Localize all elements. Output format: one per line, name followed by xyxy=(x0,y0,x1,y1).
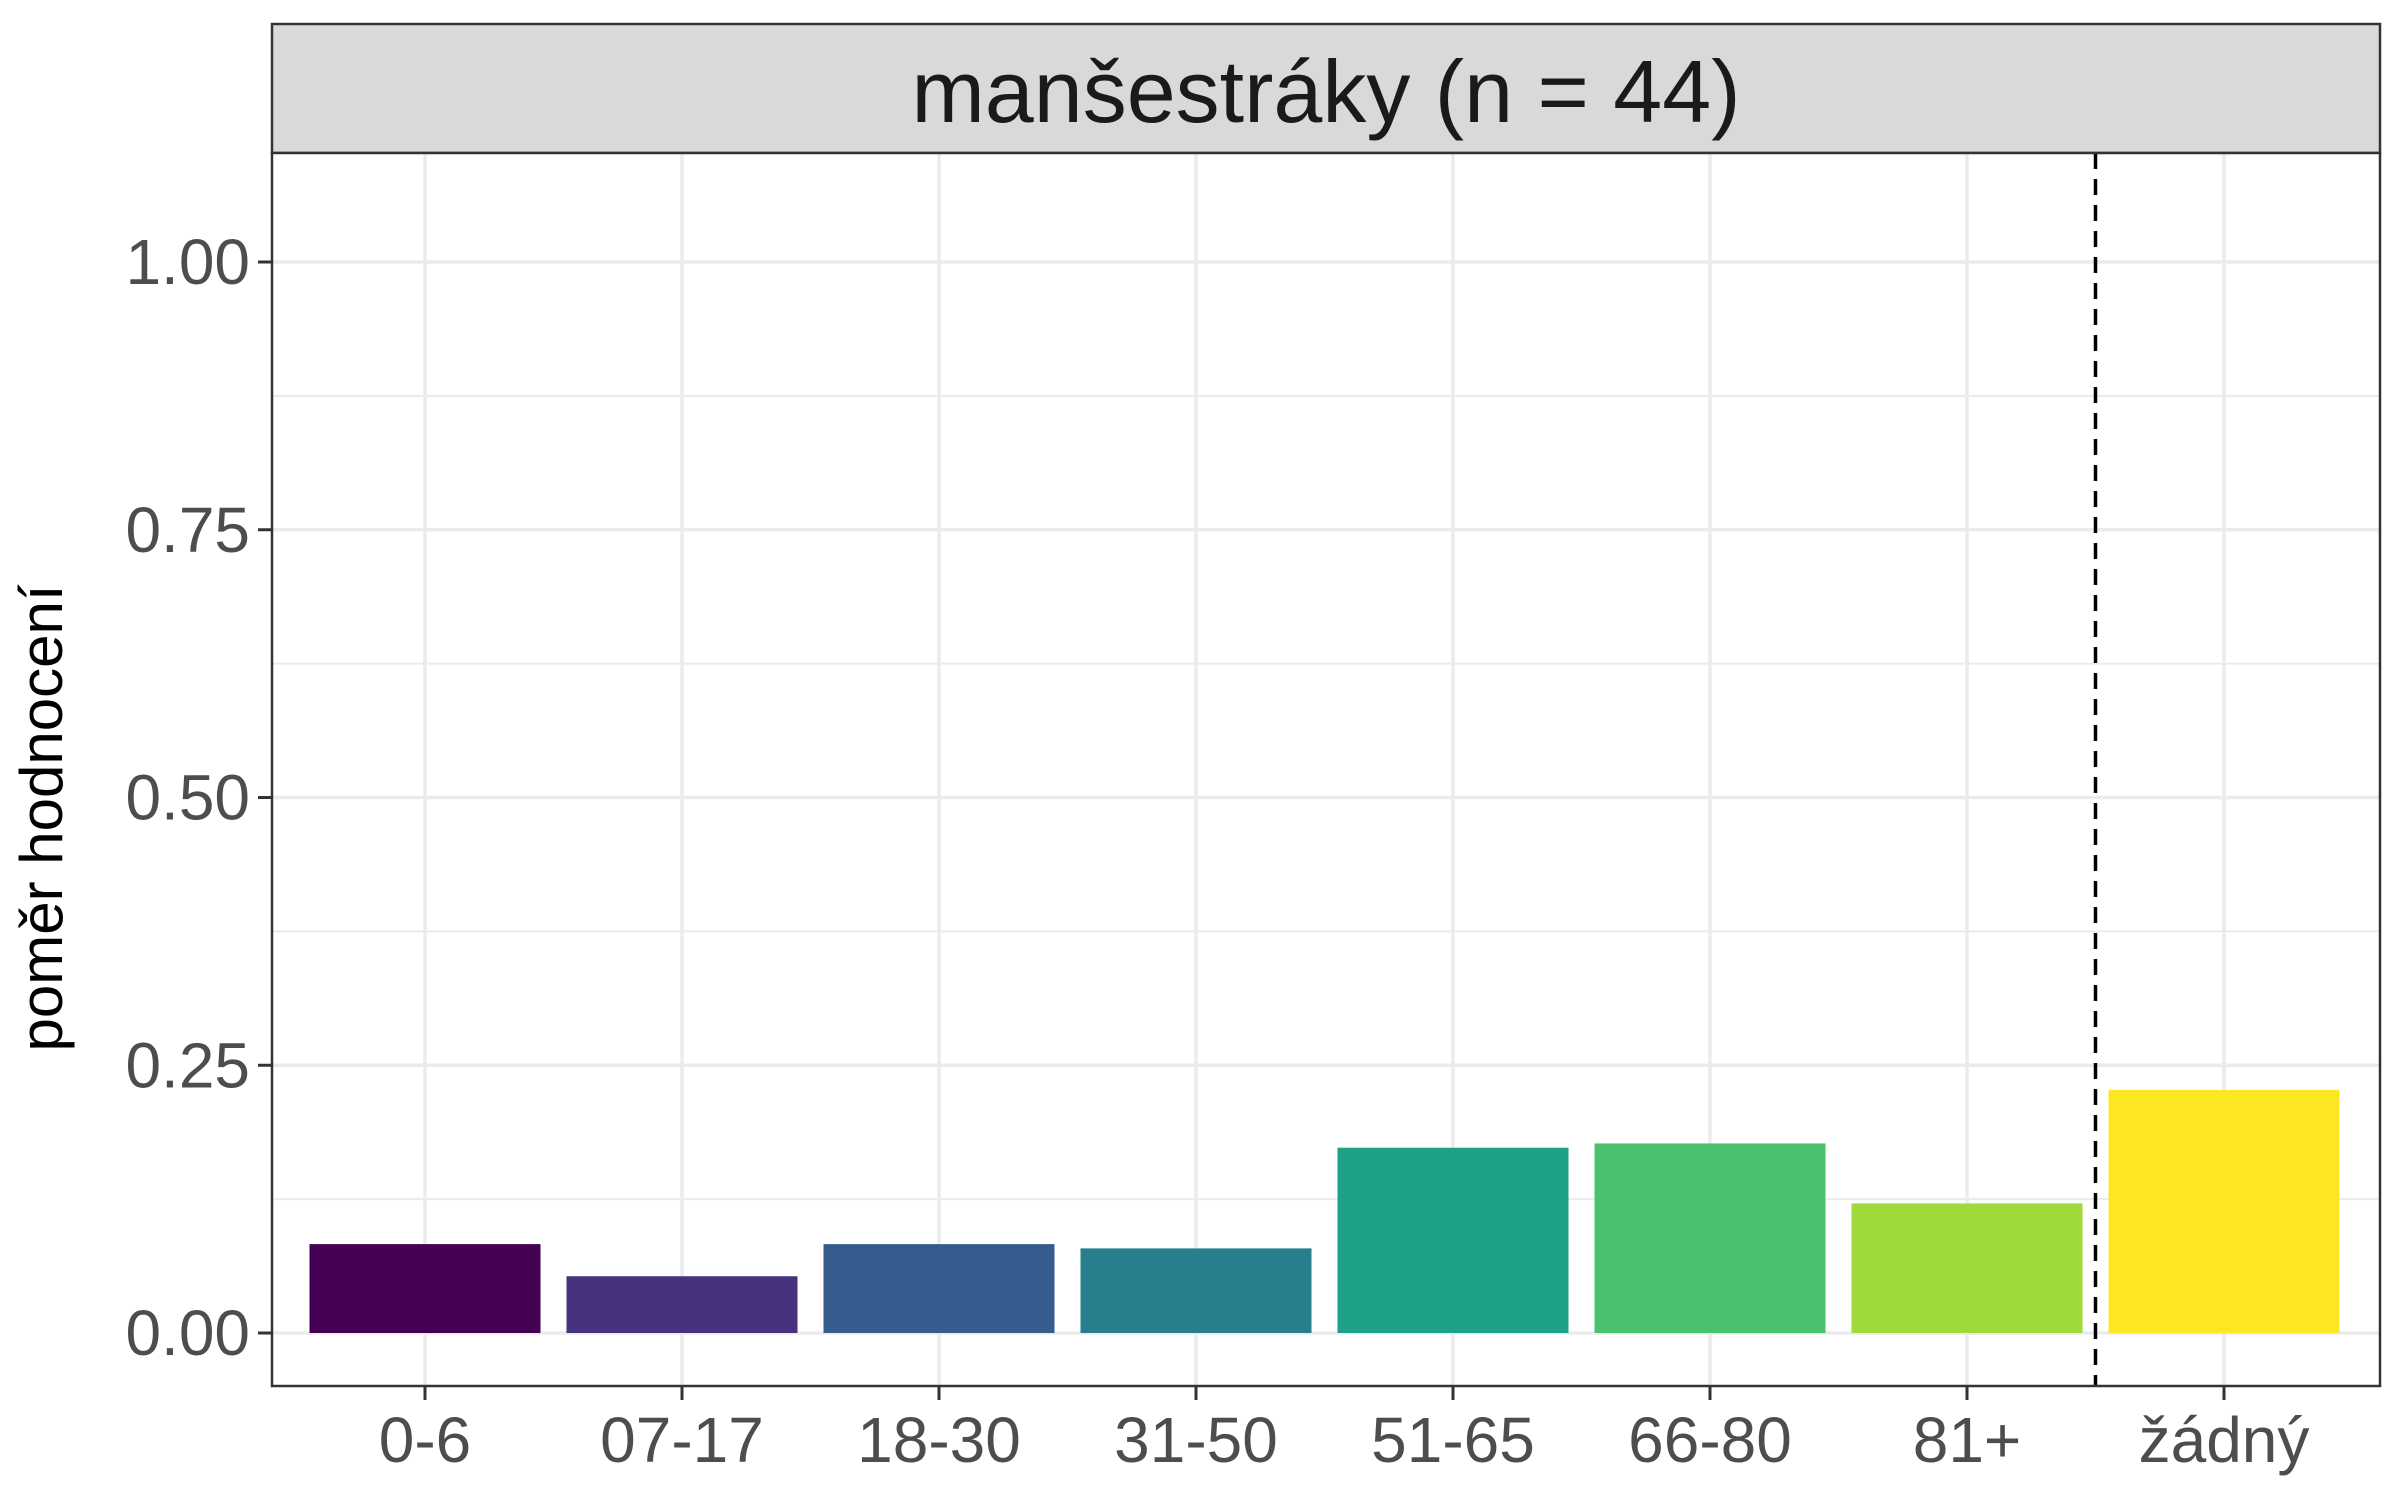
bar-81+ xyxy=(1851,1203,2083,1333)
y-tick-label: 0.75 xyxy=(125,494,250,566)
bar-66-80 xyxy=(1594,1143,1826,1333)
bar-31-50 xyxy=(1080,1248,1312,1333)
x-tick-label: žádný xyxy=(2139,1404,2310,1476)
bar-0-6 xyxy=(309,1244,541,1333)
panel-title: manšestráky (n = 44) xyxy=(912,42,1741,141)
strip-background xyxy=(270,22,2382,155)
x-tick-label: 18-30 xyxy=(857,1404,1021,1476)
y-tick-label: 0.50 xyxy=(125,762,250,834)
x-tick-label: 66-80 xyxy=(1628,1404,1792,1476)
panel-background xyxy=(272,153,2380,1386)
y-tick-label: 0.00 xyxy=(125,1297,250,1369)
x-tick-label: 07-17 xyxy=(600,1404,764,1476)
bar-žádný xyxy=(2108,1089,2340,1333)
x-tick-label: 81+ xyxy=(1913,1404,2022,1476)
x-tick-label: 0-6 xyxy=(379,1404,472,1476)
bar-18-30 xyxy=(823,1244,1055,1333)
panel-border xyxy=(270,151,2382,1388)
x-tick-label: 51-65 xyxy=(1371,1404,1535,1476)
y-axis-title: poměr hodnocení xyxy=(8,584,75,1051)
plot-area: 0.00 0.25 0.50 0.75 1.00 0-6 07-17 18-30 31-50 51… xyxy=(125,151,2382,1476)
bar-51-65 xyxy=(1337,1147,1569,1333)
y-tick-label: 1.00 xyxy=(125,226,250,298)
x-tick-label: 31-50 xyxy=(1114,1404,1278,1476)
bar-07-17 xyxy=(566,1276,798,1333)
y-tick-label: 0.25 xyxy=(125,1029,250,1101)
